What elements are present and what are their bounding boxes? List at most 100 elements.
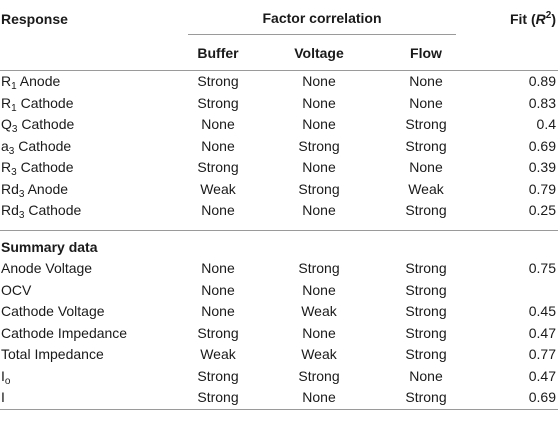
header-row-2: Buffer Voltage Flow bbox=[0, 36, 558, 71]
fit-cell bbox=[472, 280, 558, 302]
buffer-cell: Strong bbox=[197, 159, 239, 175]
response-name-main: a bbox=[1, 137, 9, 154]
table-row: Rd3 Cathode None None Strong 0.25 bbox=[0, 200, 558, 222]
response-name-subscript: 3 bbox=[18, 210, 25, 221]
factor-correlation-label: Factor correlation bbox=[188, 2, 456, 35]
table-row: R1 Cathode Strong None None 0.83 bbox=[0, 93, 558, 115]
response-name-main: Rd bbox=[1, 202, 19, 218]
flow-cell: Strong bbox=[405, 346, 447, 362]
fit-suffix: ) bbox=[551, 11, 556, 27]
fit-cell: 0.89 bbox=[528, 73, 556, 89]
flow-header: Flow bbox=[410, 45, 442, 61]
fit-cell: 0.79 bbox=[528, 180, 556, 197]
response-name-rest: Cathode bbox=[14, 137, 72, 154]
response-name-main: Rd bbox=[1, 180, 19, 197]
voltage-cell: Strong bbox=[298, 137, 340, 154]
table-row: R3 Cathode Strong None None 0.39 bbox=[0, 157, 558, 179]
factor-correlation-header: Factor correlation bbox=[178, 0, 472, 36]
response-name: Total Impedance bbox=[0, 344, 178, 366]
response-name: Rd3 Anode bbox=[0, 179, 178, 201]
flow-cell: Strong bbox=[405, 137, 447, 154]
response-name-subscript: 3 bbox=[8, 145, 15, 157]
response-name: OCV bbox=[0, 280, 178, 302]
response-name: Cathode Voltage bbox=[0, 301, 178, 323]
response-name: I bbox=[0, 387, 178, 410]
fit-cell: 0.4 bbox=[536, 116, 556, 132]
voltage-cell: None bbox=[302, 94, 336, 111]
fit-cell: 0.77 bbox=[528, 346, 556, 362]
fit-sup: 2 bbox=[545, 10, 552, 21]
flow-cell: Weak bbox=[408, 180, 444, 197]
response-name-subscript: 1 bbox=[11, 102, 17, 114]
flow-cell: None bbox=[409, 73, 443, 89]
response-header: Response bbox=[1, 11, 68, 27]
flow-cell: Strong bbox=[405, 260, 447, 276]
response-rows: R1 Anode Strong None None 0.89 R1 Cathode Stro… bbox=[0, 71, 558, 231]
buffer-cell: Strong bbox=[197, 94, 239, 111]
response-name: a3 Cathode bbox=[0, 136, 178, 158]
voltage-header: Voltage bbox=[294, 45, 344, 61]
response-name: Q3 Cathode bbox=[0, 114, 178, 136]
buffer-cell: Strong bbox=[197, 367, 239, 384]
empty-header-cell bbox=[472, 36, 558, 71]
voltage-cell: Strong bbox=[298, 367, 340, 384]
response-name-subscript: 3 bbox=[11, 124, 18, 135]
fit-cell: 0.47 bbox=[528, 324, 556, 341]
buffer-cell: Weak bbox=[200, 180, 236, 197]
response-name-subscript: o bbox=[4, 375, 11, 387]
fit-cell: 0.75 bbox=[528, 260, 556, 276]
buffer-header: Buffer bbox=[197, 45, 239, 61]
response-name-main: R bbox=[1, 73, 12, 89]
voltage-cell: None bbox=[302, 116, 336, 132]
response-name: Cathode Impedance bbox=[0, 323, 178, 345]
response-name-rest: Anode bbox=[24, 180, 69, 197]
fit-var: R bbox=[535, 11, 546, 27]
fit-header: Fit (R2) bbox=[472, 0, 558, 36]
flow-cell: None bbox=[409, 159, 443, 175]
voltage-cell: Strong bbox=[298, 260, 340, 276]
response-name-main: I bbox=[1, 367, 5, 384]
response-name: R1 Anode bbox=[0, 71, 178, 93]
response-name-main: I bbox=[1, 389, 5, 405]
buffer-cell: Strong bbox=[197, 73, 239, 89]
header-row-1: Response Factor correlation Fit (R2) bbox=[0, 0, 558, 36]
flow-cell: Strong bbox=[405, 116, 447, 132]
table-row: Rd3 Anode Weak Strong Weak 0.79 bbox=[0, 179, 558, 201]
factor-correlation-table: Response Factor correlation Fit (R2) Buf… bbox=[0, 0, 558, 410]
response-name: Rd3 Cathode bbox=[0, 200, 178, 222]
table-row: Q3 Cathode None None Strong 0.4 bbox=[0, 114, 558, 136]
buffer-cell: None bbox=[201, 303, 235, 319]
table-row: Anode Voltage None Strong Strong 0.75 bbox=[0, 258, 558, 280]
spacer-row bbox=[0, 222, 558, 231]
voltage-cell: None bbox=[302, 324, 336, 341]
buffer-cell: None bbox=[201, 281, 235, 298]
flow-cell: None bbox=[409, 94, 443, 111]
flow-cell: Strong bbox=[405, 281, 447, 298]
voltage-cell: Weak bbox=[301, 303, 337, 319]
flow-cell: Strong bbox=[405, 202, 447, 218]
response-name-rest: Cathode bbox=[17, 116, 75, 132]
table-row: OCV None None Strong bbox=[0, 280, 558, 302]
response-name: Anode Voltage bbox=[0, 258, 178, 280]
response-name-rest: Cathode bbox=[24, 202, 82, 218]
table-row: Cathode Voltage None Weak Strong 0.45 bbox=[0, 301, 558, 323]
response-name: R1 Cathode bbox=[0, 93, 178, 115]
response-name-main: Anode Voltage bbox=[1, 260, 93, 276]
buffer-cell: Strong bbox=[197, 324, 239, 341]
fit-cell: 0.83 bbox=[528, 94, 556, 111]
table-row: Io Strong Strong None 0.47 bbox=[0, 366, 558, 388]
voltage-cell: None bbox=[302, 73, 336, 89]
table-row: Cathode Impedance Strong None Strong 0.47 bbox=[0, 323, 558, 345]
fit-cell: 0.69 bbox=[472, 387, 558, 410]
response-name-subscript: 1 bbox=[11, 81, 17, 92]
voltage-cell: Weak bbox=[301, 346, 337, 362]
spacer-cell bbox=[0, 222, 558, 231]
response-name-main: Q bbox=[1, 116, 12, 132]
empty-header-cell bbox=[0, 36, 178, 71]
response-name-rest: Anode bbox=[16, 73, 61, 89]
response-name-main: R bbox=[1, 94, 12, 111]
table-row: a3 Cathode None Strong Strong 0.69 bbox=[0, 136, 558, 158]
buffer-cell: None bbox=[201, 260, 235, 276]
voltage-cell: None bbox=[302, 159, 336, 175]
summary-title-row: Summary data bbox=[0, 229, 558, 258]
